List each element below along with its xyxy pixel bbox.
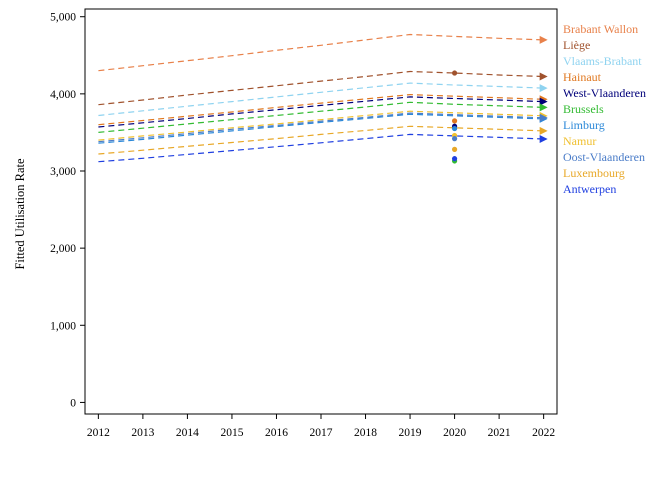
x-tick-label: 2017	[310, 427, 333, 439]
x-tick-label: 2016	[265, 427, 288, 439]
legend: Brabant Wallon Liège Vlaams-Brabant Hainaut…	[563, 22, 646, 196]
y-tick-label: 5,000	[50, 12, 76, 24]
y-tick-label: 4,000	[50, 89, 76, 101]
series-line	[98, 110, 544, 141]
legend-entry: Oost-Vlaanderen	[563, 150, 645, 164]
legend-entry: Vlaams-Brabant	[563, 54, 642, 68]
series-end-marker	[539, 35, 548, 44]
x-tick-label: 2014	[176, 427, 199, 439]
series-line	[98, 82, 544, 117]
plot-area	[84, 8, 558, 415]
series-line	[98, 125, 544, 155]
series-end-marker	[539, 134, 548, 143]
legend-entry: Brabant Wallon	[563, 22, 638, 36]
observed-point	[451, 156, 458, 162]
legend-entry: Antwerpen	[563, 182, 616, 196]
legend-entry: Hainaut	[563, 70, 602, 84]
series-end-marker	[539, 113, 548, 122]
plot-frame	[84, 8, 558, 415]
series-line	[98, 112, 544, 143]
series-line	[98, 70, 544, 106]
series-line	[98, 113, 544, 144]
series-line	[98, 101, 544, 133]
x-tick-label: 2018	[354, 427, 377, 439]
x-tick-label: 2021	[488, 427, 511, 439]
series-end-marker	[539, 126, 548, 135]
series-end-marker	[539, 103, 548, 112]
y-axis-title: Fitted Utilisation Rate	[13, 158, 27, 270]
x-tick-label: 2012	[87, 427, 110, 439]
x-tick-label: 2020	[443, 427, 466, 439]
series-end-marker	[539, 97, 548, 106]
observed-point	[451, 136, 458, 142]
series-line	[98, 93, 544, 126]
legend-entry: Liège	[563, 38, 590, 52]
series-line	[98, 96, 544, 128]
legend-entry: Brussels	[563, 102, 604, 116]
legend-entry: Namur	[563, 134, 596, 148]
series-layer	[98, 33, 548, 163]
x-tick-label: 2015	[220, 427, 243, 439]
series-line	[98, 133, 544, 163]
legend-entry: Limburg	[563, 118, 605, 132]
legend-entry: West-Vlaanderen	[563, 86, 646, 100]
observed-point	[451, 70, 458, 76]
series-end-marker	[539, 72, 548, 81]
observed-point	[451, 146, 458, 152]
axes: 0 1,000 2,000 3,000 4,000 5,000 2012 2013 2014 20…	[50, 12, 555, 439]
series-end-marker	[539, 84, 548, 93]
series-line	[98, 33, 544, 72]
y-tick-label: 2,000	[50, 243, 76, 255]
observed-points-layer	[451, 70, 458, 164]
legend-entry: Luxembourg	[563, 166, 625, 180]
y-tick-label: 1,000	[50, 320, 76, 332]
x-tick-label: 2013	[131, 427, 154, 439]
y-tick-label: 0	[70, 397, 76, 409]
y-tick-label: 3,000	[50, 166, 76, 178]
observed-point	[451, 125, 458, 132]
x-tick-label: 2022	[532, 427, 555, 439]
observed-point	[451, 118, 458, 124]
x-tick-label: 2019	[399, 427, 422, 439]
